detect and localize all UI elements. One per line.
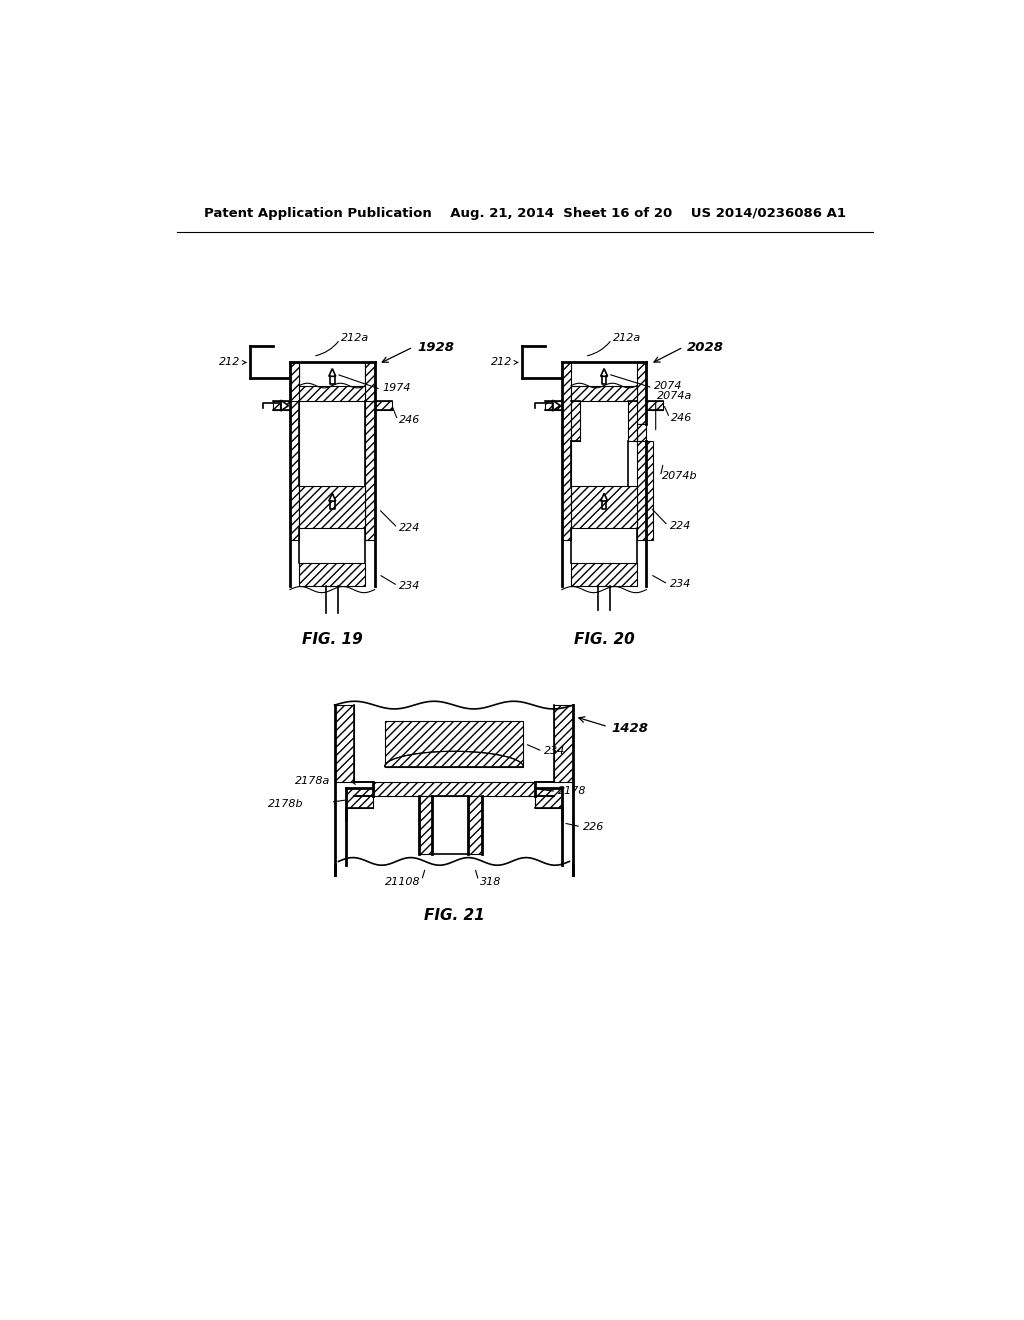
- Text: FIG. 21: FIG. 21: [424, 908, 484, 923]
- Bar: [571, 385, 637, 401]
- Text: Patent Application Publication    Aug. 21, 2014  Sheet 16 of 20    US 2014/02360: Patent Application Publication Aug. 21, …: [204, 207, 846, 220]
- Polygon shape: [281, 400, 289, 411]
- Bar: [273, 401, 290, 411]
- Bar: [366, 363, 375, 540]
- Bar: [637, 363, 646, 424]
- Text: 1974: 1974: [382, 383, 411, 393]
- Bar: [290, 363, 299, 401]
- Bar: [535, 788, 562, 808]
- Text: 1428: 1428: [611, 722, 649, 735]
- Text: 2074: 2074: [654, 381, 683, 391]
- Text: 2074a: 2074a: [657, 391, 692, 401]
- Text: 212: 212: [492, 358, 512, 367]
- Text: 234: 234: [670, 579, 691, 589]
- Bar: [375, 401, 391, 411]
- Text: 246: 246: [671, 413, 692, 422]
- Polygon shape: [329, 368, 336, 376]
- Bar: [346, 788, 373, 808]
- Bar: [637, 424, 646, 441]
- Bar: [468, 796, 481, 854]
- Text: 2178b: 2178b: [268, 799, 304, 809]
- Bar: [545, 401, 562, 411]
- Bar: [571, 486, 637, 528]
- Bar: [366, 363, 375, 401]
- Bar: [637, 441, 652, 540]
- Text: 21108: 21108: [384, 878, 420, 887]
- Text: 234: 234: [544, 746, 565, 756]
- Text: 1928: 1928: [417, 341, 454, 354]
- Bar: [385, 721, 523, 767]
- Bar: [290, 363, 299, 540]
- Text: 212: 212: [219, 358, 241, 367]
- Text: 2178: 2178: [558, 787, 587, 796]
- Text: 2074b: 2074b: [662, 471, 697, 482]
- Bar: [419, 796, 432, 854]
- Text: 234: 234: [399, 581, 421, 591]
- Bar: [299, 385, 366, 401]
- Bar: [571, 562, 637, 586]
- Polygon shape: [553, 400, 560, 411]
- Text: 224: 224: [670, 520, 691, 531]
- Text: 226: 226: [583, 822, 604, 832]
- Text: 318: 318: [480, 878, 502, 887]
- Text: 212a: 212a: [612, 333, 641, 343]
- Polygon shape: [329, 494, 336, 502]
- Bar: [335, 705, 354, 781]
- Bar: [646, 401, 664, 411]
- Bar: [554, 705, 573, 781]
- Text: FIG. 20: FIG. 20: [573, 632, 635, 647]
- Text: 2028: 2028: [686, 341, 724, 354]
- Bar: [373, 781, 535, 796]
- Text: 2178a: 2178a: [295, 776, 331, 785]
- Bar: [299, 562, 366, 586]
- Bar: [628, 401, 637, 441]
- Bar: [299, 486, 366, 528]
- Text: 212a: 212a: [341, 333, 369, 343]
- Text: FIG. 19: FIG. 19: [302, 632, 362, 647]
- Text: 224: 224: [399, 523, 421, 533]
- Polygon shape: [601, 368, 607, 376]
- Polygon shape: [601, 494, 607, 502]
- Bar: [571, 401, 581, 441]
- Bar: [562, 363, 571, 540]
- Polygon shape: [385, 751, 523, 767]
- Text: 246: 246: [399, 416, 421, 425]
